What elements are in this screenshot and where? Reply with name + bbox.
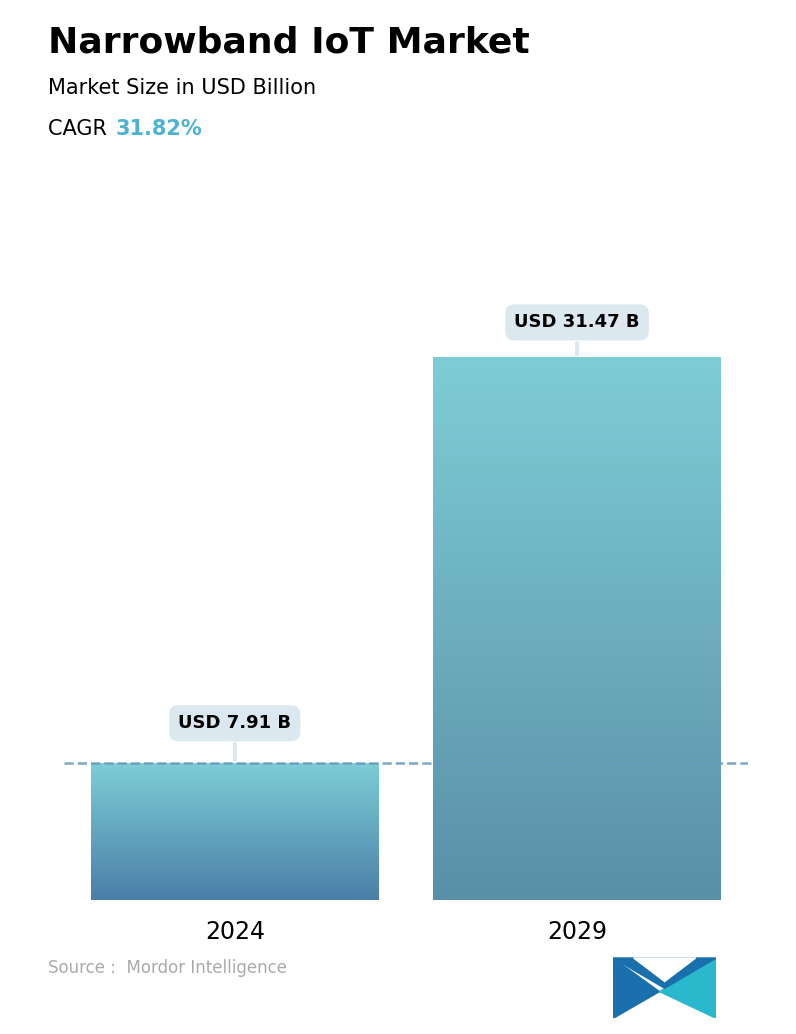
- Text: 31.82%: 31.82%: [115, 119, 202, 139]
- Text: CAGR: CAGR: [48, 119, 120, 139]
- Text: Market Size in USD Billion: Market Size in USD Billion: [48, 78, 316, 97]
- Text: Narrowband IoT Market: Narrowband IoT Market: [48, 26, 529, 60]
- Polygon shape: [613, 957, 716, 989]
- Text: Source :  Mordor Intelligence: Source : Mordor Intelligence: [48, 960, 287, 977]
- Polygon shape: [613, 957, 659, 1018]
- Text: USD 31.47 B: USD 31.47 B: [514, 313, 640, 355]
- Polygon shape: [634, 957, 696, 981]
- Polygon shape: [659, 957, 716, 1018]
- Text: USD 7.91 B: USD 7.91 B: [178, 714, 291, 760]
